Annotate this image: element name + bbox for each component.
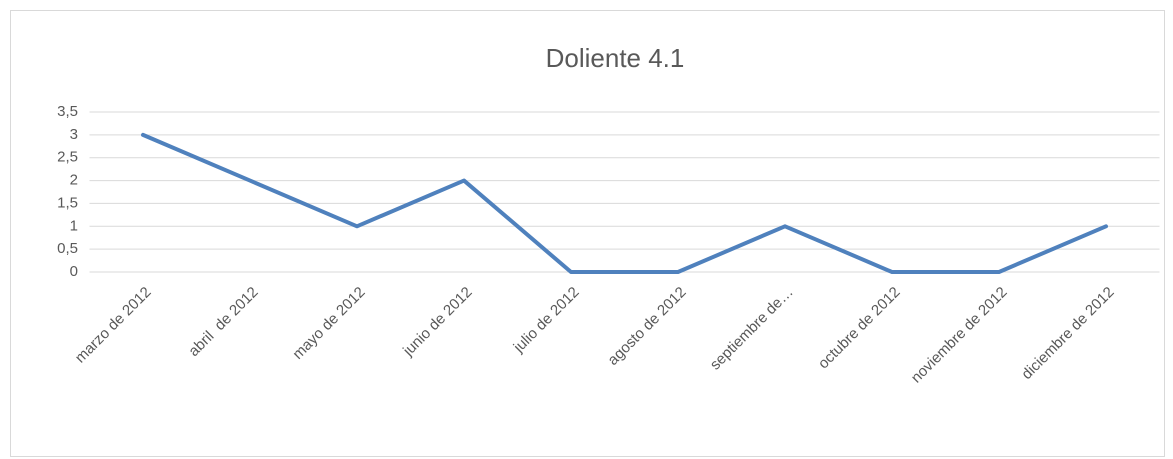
y-tick-label: 1,5	[57, 194, 78, 211]
y-tick-label: 0	[70, 263, 78, 280]
chart-title: Doliente 4.1	[546, 43, 685, 73]
line	[141, 132, 1108, 274]
y-tick-label: 3,5	[57, 103, 78, 120]
chart-border	[10, 10, 1165, 457]
y-tick-label: 2	[70, 172, 78, 189]
y-tick-label: 3	[70, 126, 78, 143]
y-tick-label: 1	[70, 217, 78, 234]
y-tick-label: 2,5	[57, 149, 78, 166]
y-tick-label: 0,5	[57, 240, 78, 257]
